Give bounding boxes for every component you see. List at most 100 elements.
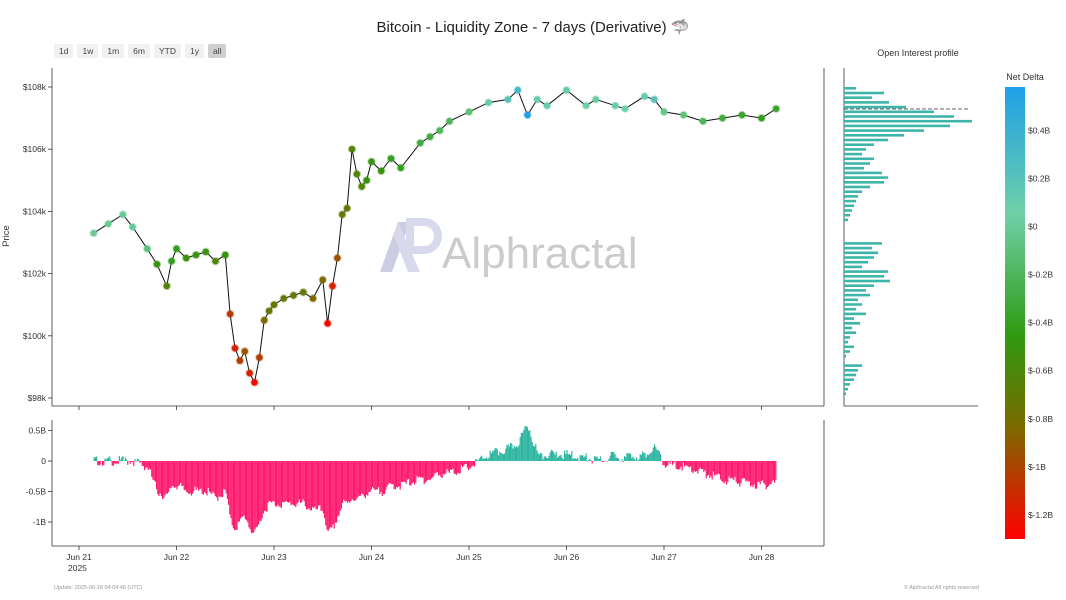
delta-bar [108,457,110,461]
delta-bar [238,461,240,522]
delta-bar [483,458,485,461]
x-tick-label: Jun 25 [456,552,482,562]
price-point [128,222,137,232]
delta-bar [438,461,440,476]
delta-bar [628,453,630,461]
delta-bar [637,460,639,461]
delta-bar [385,461,387,490]
delta-bar [129,461,131,464]
delta-bar [658,451,660,461]
delta-bar [387,461,389,485]
delta-bar [280,461,282,508]
delta-bar [525,425,527,461]
range-button-ytd[interactable]: YTD [153,44,181,58]
delta-bar [130,461,132,462]
delta-bar [231,461,233,526]
delta-bar [391,461,393,485]
delta-bar [745,461,747,482]
delta-bar [96,456,98,461]
delta-bar [514,447,516,461]
delta-bar [220,461,222,497]
delta-bar [650,452,652,461]
delta-bar [250,461,252,533]
delta-bar [205,461,207,494]
delta-bar [447,461,449,472]
colorbar-tick-label: $-1.2B [1028,510,1053,520]
delta-bar [769,461,771,484]
delta-bar [462,461,464,467]
delta-bar [363,461,365,497]
delta-bar [687,461,689,467]
delta-bar [169,461,171,489]
delta-bar [259,461,261,521]
delta-bar [201,461,203,494]
delta-bar [547,457,549,461]
delta-bar [537,453,539,461]
range-button-1d[interactable]: 1d [54,44,74,58]
delta-bar [240,461,242,519]
delta-bar [194,461,196,487]
range-button-1m[interactable]: 1m [102,44,125,58]
delta-bar [106,458,108,461]
delta-bar [739,461,741,487]
delta-bar [741,461,743,479]
delta-bar [384,461,386,495]
delta-bar [410,461,412,486]
delta-bar [145,461,147,468]
oi-bar [844,392,846,396]
delta-bar [639,454,641,461]
delta-bar [381,461,383,496]
range-selector: 1d 1w 1m 6m YTD 1y all [54,44,227,58]
delta-bar [264,461,266,511]
delta-bar [236,461,238,531]
delta-bar [564,450,566,461]
delta-bar [543,456,545,461]
price-point [260,316,269,325]
oi-bar [844,246,872,250]
price-point [172,244,181,253]
delta-bar [198,461,200,491]
delta-bar [481,455,483,461]
oi-bar [844,326,852,330]
delta-bar [469,461,471,469]
delta-bar [199,461,201,490]
range-button-all[interactable]: all [207,44,227,58]
delta-bar [235,461,237,530]
delta-bar [379,461,381,495]
delta-bar [368,461,370,492]
delta-bar [561,457,563,461]
delta-bar [310,461,312,511]
delta-bar [124,457,126,461]
delta-bar [574,458,576,461]
delta-bar [614,454,616,461]
delta-bar [722,461,724,483]
delta-bar [446,461,448,470]
oi-bar [844,185,870,189]
oi-bar [844,331,856,334]
oi-bar [844,354,846,358]
price-point [89,228,98,238]
range-button-1y[interactable]: 1y [184,44,204,58]
oi-bar [844,373,856,377]
range-button-6m[interactable]: 6m [128,44,150,58]
delta-bar [214,461,216,497]
delta-bar [324,461,326,519]
delta-bar [436,461,438,472]
delta-bar [747,461,749,482]
x-tick-label: 2025 [68,563,87,573]
oi-bar [844,383,850,386]
oi-bar [844,129,924,132]
delta-bar [249,461,251,530]
range-button-1w[interactable]: 1w [77,44,99,58]
delta-bar [684,461,686,467]
delta-bar [766,461,768,487]
delta-bar [399,461,401,490]
delta-bar [441,461,443,478]
price-point [386,154,396,163]
delta-bar [522,432,524,461]
delta-bar [582,455,584,461]
delta-bar [754,461,756,489]
delta-bar [506,445,508,461]
delta-y-tick-label: 0 [41,456,46,466]
price-point [191,250,201,260]
